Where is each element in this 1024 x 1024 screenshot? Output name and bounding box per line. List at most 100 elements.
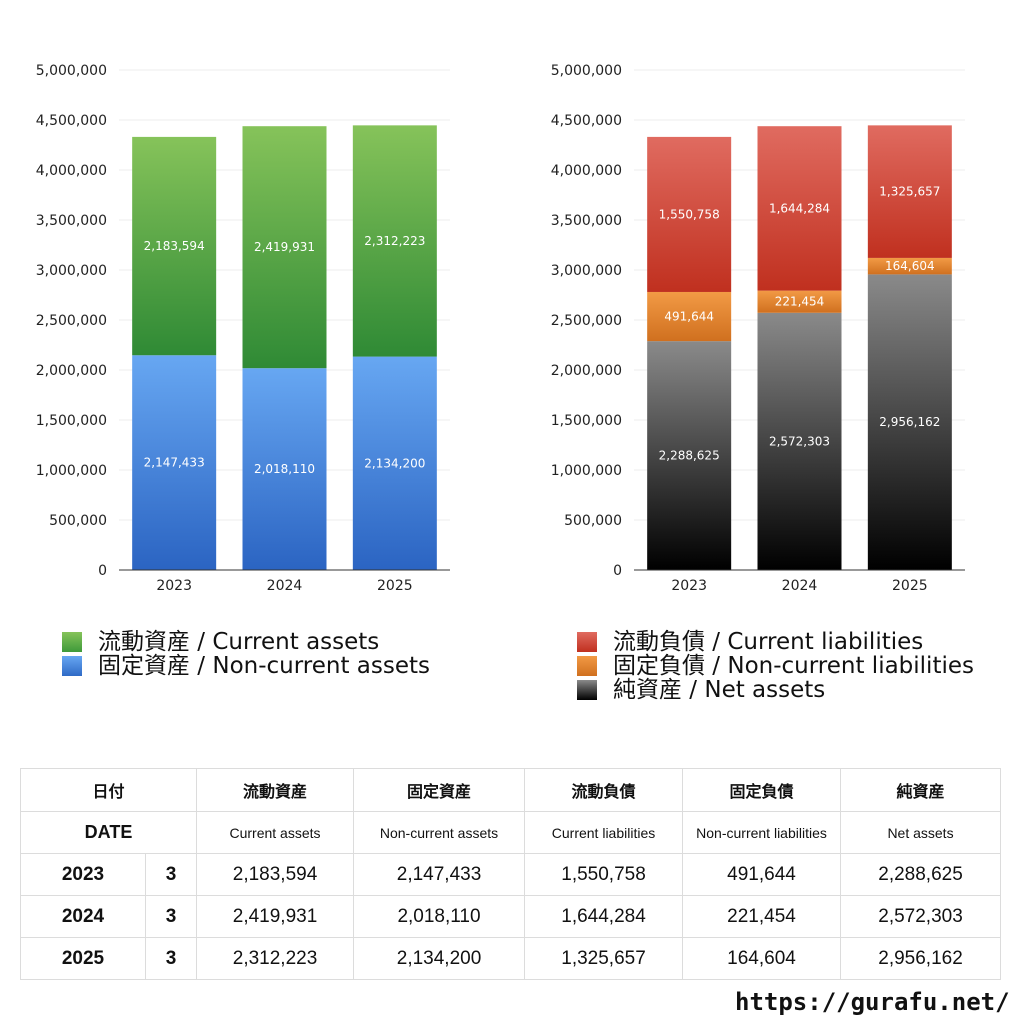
legend-label-non-current-assets: 固定資産 / Non-current assets xyxy=(98,653,431,679)
legend-swatch-non-current-liabilities xyxy=(577,656,597,676)
legend-swatch-current-liabilities xyxy=(577,632,597,652)
cell-non-current-assets: 2,134,200 xyxy=(353,937,526,980)
bar-segment xyxy=(867,257,952,275)
legend-swatch-non-current-assets xyxy=(62,656,82,676)
data-label: 2,419,931 xyxy=(254,240,315,254)
x-tick-label: 2024 xyxy=(267,578,303,594)
cell-net-assets: 2,572,303 xyxy=(840,895,1002,938)
x-tick-label: 2025 xyxy=(377,578,413,594)
cell-non-current-liabilities: 221,454 xyxy=(682,895,842,938)
row-month: 3 xyxy=(144,853,198,896)
y-tick-label: 0 xyxy=(613,563,622,579)
cell-net-assets: 2,288,625 xyxy=(840,853,1002,896)
legend-swatch-current-assets xyxy=(62,632,82,652)
header-current-assets-en: Current assets xyxy=(196,811,355,854)
x-tick-label: 2023 xyxy=(156,578,192,594)
y-tick-label: 3,000,000 xyxy=(36,263,107,279)
x-tick-label: 2023 xyxy=(671,578,707,594)
data-label: 491,644 xyxy=(664,310,714,324)
header-net-assets-jp: 純資産 xyxy=(840,768,1002,812)
legend-item-current-liabilities: 流動負債 / Current liabilities xyxy=(577,630,974,654)
bar-segment xyxy=(132,136,217,356)
y-tick-label: 4,000,000 xyxy=(36,163,107,179)
y-tick-label: 3,500,000 xyxy=(551,213,622,229)
cell-current-liabilities: 1,644,284 xyxy=(524,895,684,938)
y-tick-label: 5,000,000 xyxy=(36,63,107,79)
cell-current-assets: 2,183,594 xyxy=(196,853,355,896)
source-url: https://gurafu.net/ xyxy=(735,988,1010,1016)
row-year: 2024 xyxy=(20,895,146,938)
header-current-assets-jp: 流動資産 xyxy=(196,768,355,812)
y-tick-label: 1,500,000 xyxy=(36,413,107,429)
cell-net-assets: 2,956,162 xyxy=(840,937,1002,980)
bar-segment xyxy=(647,291,732,342)
legend-label-net-assets: 純資産 / Net assets xyxy=(613,677,826,703)
cell-non-current-assets: 2,147,433 xyxy=(353,853,526,896)
y-tick-label: 1,000,000 xyxy=(36,463,107,479)
y-tick-label: 1,500,000 xyxy=(551,413,622,429)
legend-label-current-liabilities: 流動負債 / Current liabilities xyxy=(613,629,924,655)
legend-item-non-current-liabilities: 固定負債 / Non-current liabilities xyxy=(577,654,974,678)
legend-item-current-assets: 流動資産 / Current assets xyxy=(62,630,430,654)
y-tick-label: 500,000 xyxy=(49,513,107,529)
header-date-en: DATE xyxy=(19,811,198,854)
liabilities-legend: 流動負債 / Current liabilities 固定負債 / Non-cu… xyxy=(577,630,974,702)
data-label: 2,956,162 xyxy=(879,415,940,429)
assets-chart: 0 500,000 1,000,000 1,500,000 2,000,000 2,500… xyxy=(36,63,450,594)
bar-segment xyxy=(352,125,437,357)
row-year: 2025 xyxy=(20,937,146,980)
table-row: 2023 3 2,183,594 2,147,433 1,550,758 491… xyxy=(20,853,1002,896)
bar-segment xyxy=(132,355,217,570)
bar-segment xyxy=(867,125,952,258)
y-tick-label: 500,000 xyxy=(564,513,622,529)
data-label: 2,018,110 xyxy=(254,462,315,476)
y-tick-label: 1,000,000 xyxy=(551,463,622,479)
cell-current-liabilities: 1,550,758 xyxy=(524,853,684,896)
y-tick-label: 2,500,000 xyxy=(36,313,107,329)
assets-legend: 流動資産 / Current assets 固定資産 / Non-current… xyxy=(62,630,430,678)
data-table: 日付 流動資産 固定資産 流動負債 固定負債 純資産 DATE Current … xyxy=(19,768,1002,980)
data-label: 2,288,625 xyxy=(659,449,720,463)
header-non-current-assets-en: Non-current assets xyxy=(353,811,526,854)
cell-non-current-liabilities: 491,644 xyxy=(682,853,842,896)
data-label: 1,325,657 xyxy=(879,185,940,199)
bar-segment xyxy=(757,126,842,291)
y-tick-label: 4,500,000 xyxy=(36,113,107,129)
y-tick-label: 0 xyxy=(98,563,107,579)
table-row: 2024 3 2,419,931 2,018,110 1,644,284 221… xyxy=(20,895,1002,938)
y-tick-label: 2,000,000 xyxy=(36,363,107,379)
bar-segment xyxy=(757,290,842,313)
x-tick-label: 2025 xyxy=(892,578,928,594)
table-header-jp: 日付 流動資産 固定資産 流動負債 固定負債 純資産 xyxy=(19,768,1002,812)
row-year: 2023 xyxy=(20,853,146,896)
data-label: 1,550,758 xyxy=(659,207,720,221)
bar-segment xyxy=(867,274,952,570)
y-tick-label: 3,500,000 xyxy=(36,213,107,229)
y-tick-label: 4,500,000 xyxy=(551,113,622,129)
header-non-current-liabilities-en: Non-current liabilities xyxy=(682,811,842,854)
legend-swatch-net-assets xyxy=(577,680,597,700)
data-label: 2,183,594 xyxy=(144,239,205,253)
legend-label-current-assets: 流動資産 / Current assets xyxy=(98,629,380,655)
cell-non-current-liabilities: 164,604 xyxy=(682,937,842,980)
y-tick-label: 2,000,000 xyxy=(551,363,622,379)
y-tick-label: 5,000,000 xyxy=(551,63,622,79)
cell-current-assets: 2,419,931 xyxy=(196,895,355,938)
liabilities-chart: 0 500,000 1,000,000 1,500,000 2,000,000 2,500… xyxy=(551,63,965,594)
data-label: 2,147,433 xyxy=(144,456,205,470)
cell-non-current-assets: 2,018,110 xyxy=(353,895,526,938)
header-non-current-liabilities-jp: 固定負債 xyxy=(682,768,842,812)
header-current-liabilities-jp: 流動負債 xyxy=(524,768,684,812)
bar-segment xyxy=(647,341,732,570)
header-net-assets-en: Net assets xyxy=(840,811,1002,854)
y-tick-label: 4,000,000 xyxy=(551,163,622,179)
y-tick-label: 3,000,000 xyxy=(551,263,622,279)
data-label: 164,604 xyxy=(885,259,935,273)
legend-label-non-current-liabilities: 固定負債 / Non-current liabilities xyxy=(613,653,974,679)
data-label: 221,454 xyxy=(775,295,825,309)
y-tick-label: 2,500,000 xyxy=(551,313,622,329)
data-label: 1,644,284 xyxy=(769,201,830,215)
header-date-jp: 日付 xyxy=(19,768,198,812)
bar-segment xyxy=(352,356,437,570)
data-label: 2,572,303 xyxy=(769,434,830,448)
